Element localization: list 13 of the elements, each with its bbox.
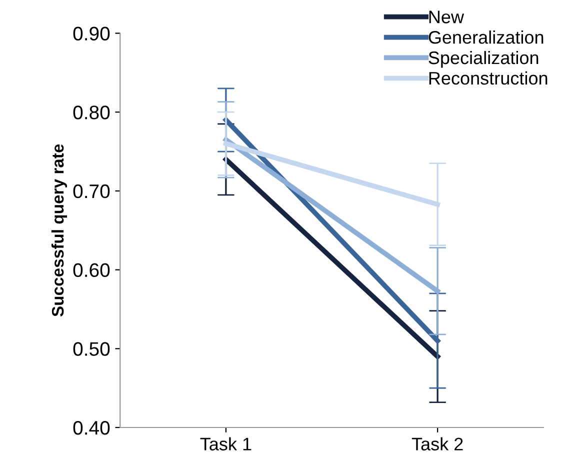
y-tick-label: 0.80 (73, 106, 110, 120)
x-tick-label: Task 2 (412, 437, 463, 450)
legend-label: New (429, 10, 464, 24)
y-tick-label: 0.40 (73, 420, 110, 435)
y-tick-label: 0.60 (73, 263, 110, 278)
x-tick-label: Task 1 (200, 437, 252, 450)
y-tick-label: 0.90 (73, 26, 110, 40)
legend-label: Specialization (428, 50, 538, 68)
y-tick-label: 0.70 (73, 184, 110, 198)
y-axis-title: Successful query rate (51, 144, 67, 317)
legend-label: Reconstruction (429, 71, 548, 85)
y-tick-label: 0.50 (73, 342, 110, 356)
legend-label: Generalization (428, 30, 544, 44)
